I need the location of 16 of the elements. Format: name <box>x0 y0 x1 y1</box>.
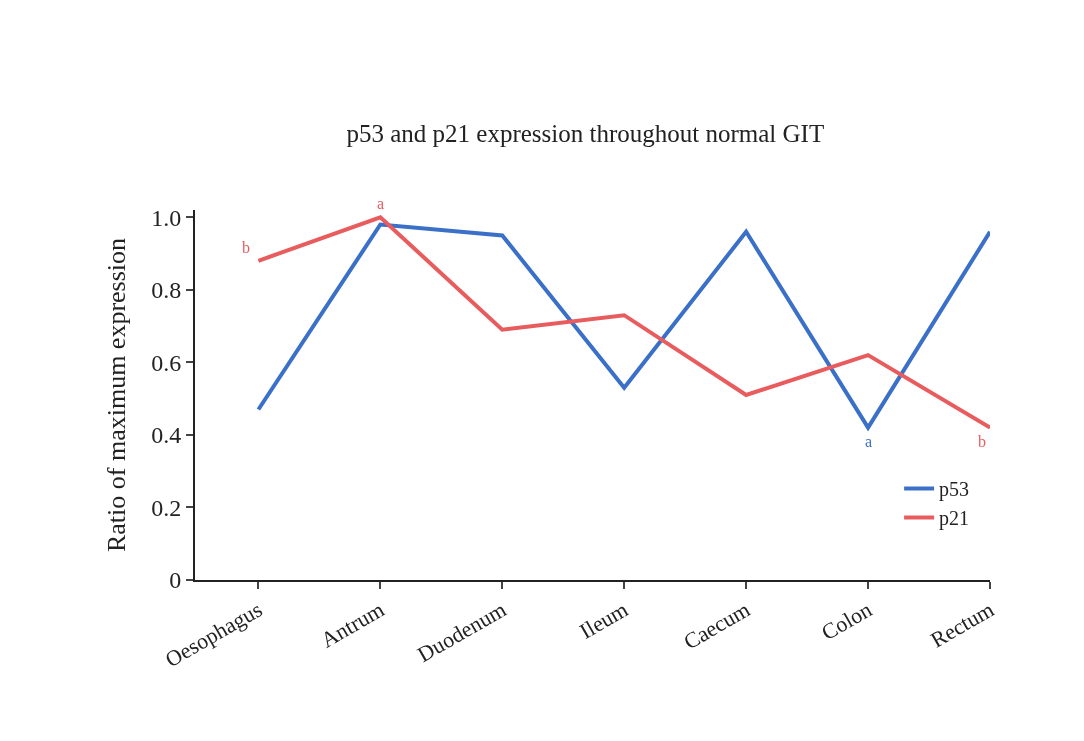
y-tick-label: 0.6 <box>151 349 182 376</box>
y-tick-label: 0.8 <box>151 277 182 304</box>
y-tick-label: 0.2 <box>151 494 182 521</box>
y-tick-label: 0 <box>169 567 182 594</box>
legend-label: p21 <box>939 507 970 531</box>
annotation: b <box>978 433 986 450</box>
x-tick-label: Ileum <box>575 596 633 644</box>
y-axis-title: Ratio of maximum expression <box>102 237 132 553</box>
legend-label: p53 <box>939 478 970 502</box>
y-tick-label: 1.0 <box>151 204 182 231</box>
y-tick-label: 0.4 <box>151 422 182 449</box>
x-tick-label: Colon <box>816 596 877 646</box>
annotation: a <box>865 433 873 450</box>
annotation: b <box>242 239 250 256</box>
chart-title: p53 and p21 expression throughout normal GIT <box>346 120 825 148</box>
annotation: a <box>377 195 385 212</box>
